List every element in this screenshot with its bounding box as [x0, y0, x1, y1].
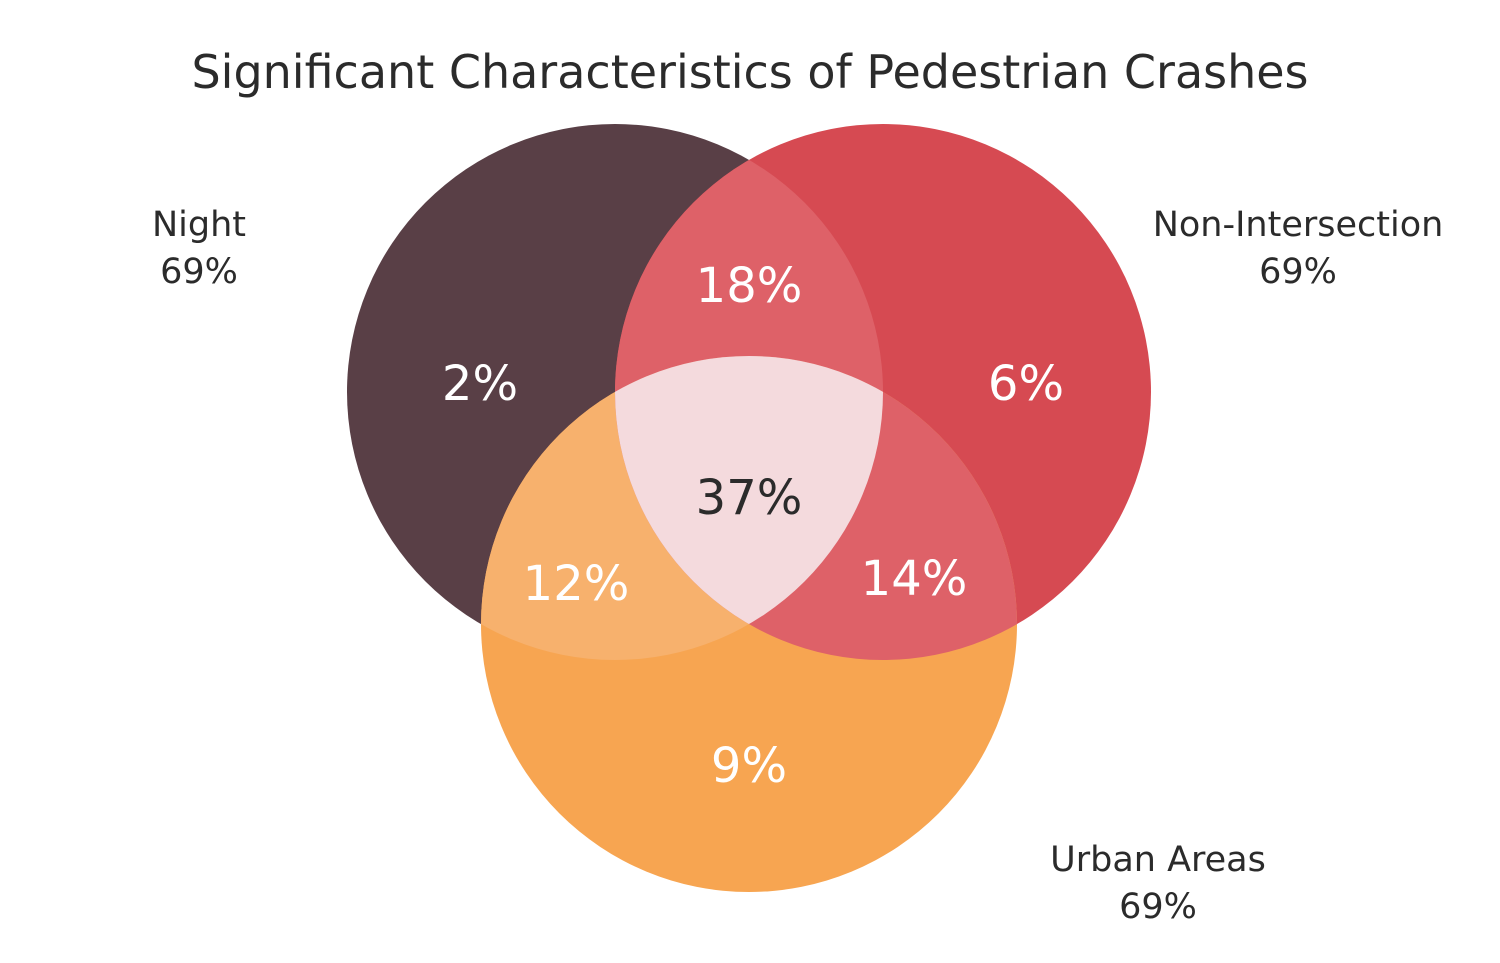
non-intersection-urban-value: 14% — [861, 551, 968, 607]
all-three-overlap — [615, 356, 883, 660]
night-set-value: 69% — [160, 252, 238, 292]
non-intersection-only-value: 6% — [988, 356, 1064, 412]
chart-title: Significant Characteristics of Pedestria… — [191, 45, 1308, 99]
night-non-intersection-value: 18% — [696, 258, 803, 314]
night-only-value: 2% — [442, 356, 518, 412]
urban-only-value: 9% — [711, 738, 787, 794]
non-intersection-set-name: Non-Intersection — [1153, 205, 1444, 245]
urban-areas-set-name: Urban Areas — [1050, 840, 1266, 880]
night-set-name: Night — [152, 205, 246, 245]
urban-areas-set-value: 69% — [1119, 887, 1197, 927]
non-intersection-set-value: 69% — [1259, 252, 1337, 292]
all-three-value: 37% — [696, 470, 803, 526]
night-urban-value: 12% — [523, 556, 630, 612]
